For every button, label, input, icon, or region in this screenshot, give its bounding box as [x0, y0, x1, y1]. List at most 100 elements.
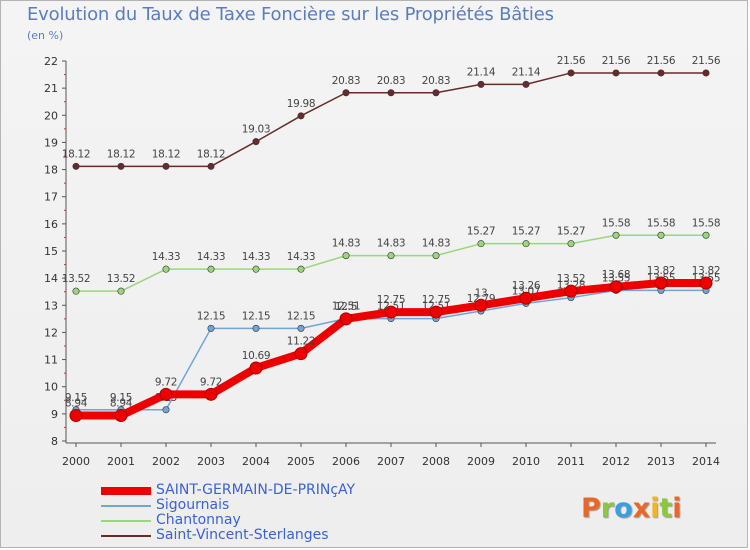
data-label: 14.83 — [377, 238, 406, 250]
x-tick-label: 2009 — [467, 455, 495, 468]
x-tick-label: 2004 — [242, 455, 270, 468]
data-label: 21.56 — [602, 55, 631, 67]
data-point — [432, 252, 440, 260]
y-tick-label: 15 — [44, 245, 58, 258]
data-label: 9.15 — [65, 392, 87, 404]
data-label: 13.52 — [557, 273, 586, 285]
data-label: 18.12 — [62, 148, 91, 160]
data-point — [297, 112, 305, 120]
legend-swatch-chantonnay — [101, 519, 151, 522]
data-point — [207, 162, 215, 170]
data-point — [297, 265, 305, 273]
data-label: 13 — [475, 287, 488, 299]
data-point — [72, 287, 80, 295]
data-label: 13.52 — [107, 273, 136, 285]
legend-label-chantonnay: Chantonnay — [156, 512, 241, 528]
data-label: 13.52 — [62, 273, 91, 285]
data-point — [567, 240, 575, 248]
data-label: 21.56 — [557, 55, 586, 67]
data-point — [657, 231, 665, 239]
x-tick-label: 2014 — [692, 455, 720, 468]
data-point — [429, 305, 443, 319]
x-tick-label: 2011 — [557, 455, 585, 468]
y-tick-label: 16 — [44, 218, 58, 231]
data-label: 11.22 — [287, 336, 316, 348]
legend-item-saint-germain: SAINT-GERMAIN-DE-PRINçAY — [101, 483, 355, 498]
data-point — [252, 138, 260, 146]
y-tick-label: 12 — [44, 326, 58, 339]
data-point — [249, 361, 263, 375]
x-tick-label: 2007 — [377, 455, 405, 468]
data-point — [702, 231, 710, 239]
y-tick-label: 13 — [44, 299, 58, 312]
data-label: 14.83 — [422, 238, 451, 250]
data-point — [564, 284, 578, 298]
x-tick-label: 2005 — [287, 455, 315, 468]
data-point — [387, 89, 395, 97]
data-label: 18.12 — [197, 148, 226, 160]
data-point — [297, 324, 305, 332]
x-tick-label: 2008 — [422, 455, 450, 468]
y-tick-label: 18 — [44, 164, 58, 177]
y-tick-label: 11 — [44, 354, 58, 367]
y-tick-label: 10 — [44, 381, 58, 394]
y-tick-label: 8 — [51, 435, 58, 448]
x-tick-label: 2001 — [107, 455, 135, 468]
data-point — [342, 252, 350, 260]
legend-label-saint-germain: SAINT-GERMAIN-DE-PRINçAY — [156, 482, 356, 498]
data-label: 14.33 — [197, 251, 226, 263]
data-point — [609, 280, 623, 294]
legend-swatch-saint-vincent — [101, 534, 151, 537]
data-point — [702, 69, 710, 77]
data-point — [339, 312, 353, 326]
data-label: 12.51 — [332, 301, 361, 313]
chart-unit: (en %) — [27, 29, 64, 42]
data-point — [162, 162, 170, 170]
data-label: 9.72 — [200, 376, 222, 388]
data-point — [522, 240, 530, 248]
x-tick-label: 2013 — [647, 455, 675, 468]
data-label: 9.15 — [110, 392, 132, 404]
data-point — [342, 89, 350, 97]
x-tick-label: 2002 — [152, 455, 180, 468]
data-label: 15.58 — [602, 217, 631, 229]
data-point — [612, 231, 620, 239]
data-point — [252, 324, 260, 332]
y-tick-label: 20 — [44, 109, 58, 122]
y-tick-label: 17 — [44, 191, 58, 204]
y-tick-label: 19 — [44, 136, 58, 149]
legend-item-sigournais: Sigournais — [101, 498, 355, 513]
data-label: 12.5 — [335, 301, 357, 313]
data-label: 14.33 — [287, 251, 316, 263]
data-label: 12.15 — [242, 310, 271, 322]
data-point — [207, 265, 215, 273]
data-point — [159, 387, 173, 401]
data-label: 15.27 — [512, 226, 541, 238]
data-point — [69, 408, 83, 422]
logo-letter: x — [632, 493, 651, 524]
data-label: 13.82 — [692, 265, 721, 277]
data-label: 14.83 — [332, 238, 361, 250]
data-point — [252, 265, 260, 273]
data-label: 19.03 — [242, 124, 271, 136]
x-tick-label: 2012 — [602, 455, 630, 468]
data-label: 13.26 — [512, 280, 541, 292]
data-label: 21.56 — [647, 55, 676, 67]
legend-label-sigournais: Sigournais — [156, 497, 230, 513]
data-label: 12.75 — [377, 294, 406, 306]
data-point — [477, 240, 485, 248]
data-label: 20.83 — [332, 75, 361, 87]
data-label: 15.58 — [647, 217, 676, 229]
data-label: 20.83 — [377, 75, 406, 87]
x-tick-label: 2000 — [62, 455, 90, 468]
x-tick-label: 2010 — [512, 455, 540, 468]
data-point — [567, 69, 575, 77]
legend-item-saint-vincent: Saint-Vincent-Sterlanges — [101, 528, 355, 543]
logo-letter: P — [581, 493, 601, 524]
data-label: 8.94 — [110, 397, 133, 409]
data-label: 21.14 — [467, 66, 496, 78]
data-point — [474, 298, 488, 312]
data-label: 9.72 — [155, 376, 177, 388]
data-point — [519, 291, 533, 305]
logo-letter: i — [650, 493, 660, 524]
